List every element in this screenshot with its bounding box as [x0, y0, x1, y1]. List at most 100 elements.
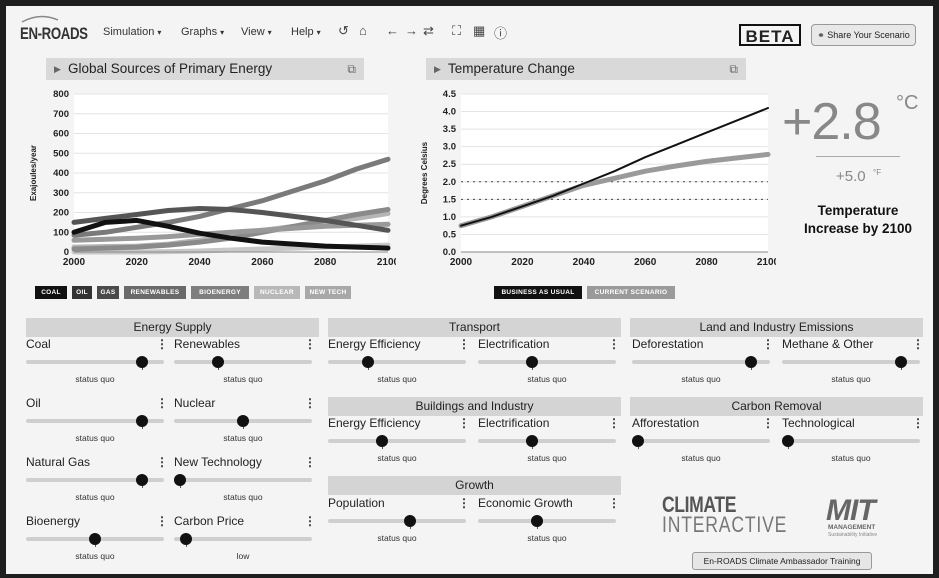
slider-track[interactable] — [782, 439, 920, 443]
back-arrow-icon[interactable]: ← — [386, 23, 399, 38]
temp-graph-title-bar[interactable]: ▶ Temperature Change ⧉ — [426, 58, 746, 80]
slider-knob[interactable] — [745, 356, 758, 368]
legend-coal[interactable]: COAL — [35, 286, 67, 299]
slider-track[interactable] — [174, 537, 312, 541]
slider-track[interactable] — [478, 360, 616, 364]
legend-business-as-usual[interactable]: BUSINESS AS USUAL — [494, 286, 582, 299]
more-options-icon[interactable]: ⋮ — [156, 337, 168, 351]
refresh-icon[interactable]: ⇄ — [423, 23, 434, 38]
temperature-unit-f: °F — [873, 168, 882, 177]
more-options-icon[interactable]: ⋮ — [912, 416, 924, 430]
slider-knob[interactable] — [895, 356, 908, 368]
grid-icon[interactable]: ▦ — [473, 23, 486, 38]
slider-knob[interactable] — [211, 356, 224, 368]
slider-knob[interactable] — [782, 435, 794, 447]
menu-help[interactable]: Help ▾ — [291, 26, 321, 38]
more-options-icon[interactable]: ⋮ — [156, 455, 168, 469]
slider-knob[interactable] — [135, 415, 148, 427]
more-options-icon[interactable]: ⋮ — [304, 396, 316, 410]
expand-triangle-icon[interactable]: ▶ — [54, 64, 61, 74]
slider-track[interactable] — [782, 360, 920, 364]
series-line-coal[interactable] — [71, 217, 391, 251]
slider-knob[interactable] — [362, 356, 375, 368]
slider-knob[interactable] — [135, 474, 148, 486]
home-icon[interactable]: ⌂ — [359, 23, 367, 38]
share-scenario-button[interactable]: ⚭ Share Your Scenario — [811, 24, 916, 46]
more-options-icon[interactable]: ⋮ — [608, 337, 620, 351]
more-options-icon[interactable]: ⋮ — [608, 496, 620, 510]
slider-knob[interactable] — [375, 435, 388, 447]
series-line-business-as-usual[interactable] — [460, 107, 769, 227]
menu-graphs-label: Graphs — [181, 26, 218, 38]
more-options-icon[interactable]: ⋮ — [608, 416, 620, 430]
control-label: Deforestation — [632, 337, 704, 351]
slider-knob[interactable] — [632, 435, 644, 447]
menu-graphs[interactable]: Graphs ▾ — [181, 26, 224, 38]
legend-nuclear[interactable]: NUCLEAR — [254, 286, 300, 299]
slider-knob[interactable] — [135, 356, 148, 368]
legend-current-scenario[interactable]: CURRENT SCENARIO — [587, 286, 675, 299]
legend-gas[interactable]: GAS — [97, 286, 119, 299]
slider-track[interactable] — [328, 519, 466, 523]
slider-track[interactable] — [478, 519, 616, 523]
slider-track[interactable] — [478, 439, 616, 443]
legend-new-tech[interactable]: NEW TECH — [305, 286, 351, 299]
slider-track[interactable] — [174, 478, 312, 482]
slider-track[interactable] — [632, 439, 770, 443]
undo-icon[interactable]: ↺ — [338, 23, 349, 38]
slider-track[interactable] — [26, 478, 164, 482]
slider-status: status quo — [681, 453, 721, 463]
slider-track[interactable] — [26, 419, 164, 423]
more-options-icon[interactable]: ⋮ — [762, 337, 774, 351]
slider-track[interactable] — [632, 360, 770, 364]
share-label: Share Your Scenario — [827, 30, 910, 40]
slider-knob[interactable] — [180, 533, 193, 545]
control-label: Afforestation — [632, 416, 700, 430]
slider-status: low — [236, 551, 250, 561]
forward-arrow-icon[interactable]: → — [405, 23, 418, 38]
menu-simulation-label: Simulation — [103, 26, 155, 38]
legend-oil[interactable]: OIL — [72, 286, 92, 299]
slider-knob[interactable] — [525, 356, 538, 368]
slider-knob[interactable] — [525, 435, 538, 447]
slider-knob[interactable] — [89, 533, 101, 545]
more-options-icon[interactable]: ⋮ — [304, 455, 316, 469]
beta-badge: BETA — [739, 24, 801, 46]
more-options-icon[interactable]: ⋮ — [458, 337, 470, 351]
menu-view[interactable]: View ▾ — [241, 26, 272, 38]
control-label: Nuclear — [174, 396, 216, 410]
slider-status: status quo — [223, 374, 263, 384]
fullscreen-icon[interactable]: ⛶ — [452, 23, 462, 38]
slider-knob[interactable] — [530, 515, 543, 527]
slider-knob[interactable] — [237, 415, 249, 427]
y-tick-label: 500 — [53, 148, 69, 159]
expand-triangle-icon[interactable]: ▶ — [434, 64, 441, 74]
slider-knob[interactable] — [403, 515, 416, 527]
series-line-oil[interactable] — [71, 206, 391, 233]
more-options-icon[interactable]: ⋮ — [912, 337, 924, 351]
more-options-icon[interactable]: ⋮ — [458, 496, 470, 510]
temperature-value: +2.8 — [782, 93, 882, 151]
copy-icon[interactable]: ⧉ — [347, 62, 356, 76]
ambassador-training-button[interactable]: En-ROADS Climate Ambassador Training — [692, 552, 872, 570]
slider-track[interactable] — [26, 360, 164, 364]
slider-track[interactable] — [328, 360, 466, 364]
slider-track[interactable] — [328, 439, 466, 443]
copy-icon[interactable]: ⧉ — [729, 62, 738, 76]
more-options-icon[interactable]: ⋮ — [458, 416, 470, 430]
legend-bioenergy[interactable]: BIOENERGY — [191, 286, 249, 299]
info-icon[interactable]: ⓘ — [494, 26, 508, 41]
menu-simulation[interactable]: Simulation ▾ — [103, 26, 161, 38]
more-options-icon[interactable]: ⋮ — [156, 514, 168, 528]
more-options-icon[interactable]: ⋮ — [304, 514, 316, 528]
app-logo[interactable]: EN-ROADS — [20, 24, 88, 43]
slider-track[interactable] — [174, 360, 312, 364]
more-options-icon[interactable]: ⋮ — [156, 396, 168, 410]
legend-renewables[interactable]: RENEWABLES — [124, 286, 186, 299]
series-line-bioenergy[interactable] — [71, 221, 391, 243]
more-options-icon[interactable]: ⋮ — [762, 416, 774, 430]
more-options-icon[interactable]: ⋮ — [304, 337, 316, 351]
energy-chart: 0 100 200 300 400 500 600 700 800 2000 2020 2040 206… — [29, 89, 396, 268]
energy-graph-title-bar[interactable]: ▶ Global Sources of Primary Energy ⧉ — [46, 58, 364, 80]
slider-knob[interactable] — [174, 474, 186, 486]
